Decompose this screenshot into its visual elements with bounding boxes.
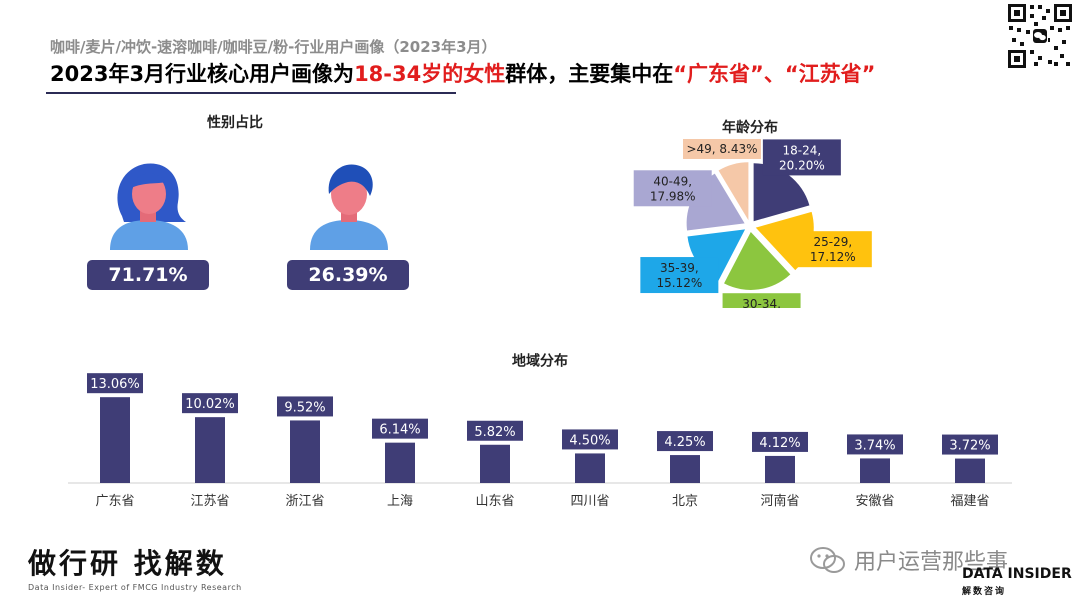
bar-北京	[670, 455, 700, 483]
bar-value-label: 10.02%	[185, 397, 235, 412]
bar-value-label: 6.14%	[379, 423, 420, 438]
bar-value-label: 3.72%	[949, 439, 990, 454]
bar-山东省	[480, 444, 510, 483]
female-avatar-icon	[110, 163, 188, 250]
bar-value-box	[182, 393, 238, 414]
age-pie-chart: 年龄分布18-24,20.20%25-29,17.12%30-34,19.16%…	[600, 118, 900, 330]
pie-slice-18-24	[753, 163, 810, 222]
male-avatar-icon	[310, 164, 388, 250]
bar-广东省	[100, 397, 130, 483]
pie-label-box	[640, 257, 719, 294]
pie-label-value: 17.98%	[650, 189, 696, 203]
footer-slogan-sub: Data Insider- Expert of FMCG Industry Re…	[28, 583, 242, 592]
brand-logo-text: DATA INSIDER	[962, 566, 1072, 582]
title-highlight-age: 18-34岁的女性	[354, 62, 506, 86]
region-bar-chart: 地域分布 13.06% 广东省 10.02% 江苏省 9.52% 浙江省 6.14% 上海 5.8…	[60, 352, 1020, 522]
pie-label-category: 18-24,	[783, 143, 822, 157]
bar-四川省	[575, 453, 605, 483]
pie-label-value: 15.12%	[656, 276, 702, 290]
pie-label-value: 20.20%	[779, 158, 825, 172]
pie-label-box	[793, 231, 872, 268]
x-tick-label: 江苏省	[190, 493, 229, 509]
pie-label-box	[683, 139, 761, 159]
pie-label-box	[762, 139, 841, 176]
pie-label-text: >49, 8.43%	[686, 142, 757, 156]
brand-logo-subtext: 解数咨询	[962, 587, 1007, 597]
x-tick-label: 河南省	[760, 493, 799, 509]
x-tick-label: 四川省	[570, 494, 609, 509]
bar-value-box	[467, 420, 523, 441]
pie-label-box	[633, 170, 712, 207]
x-tick-label: 福建省	[950, 494, 989, 509]
bar-江苏省	[195, 417, 225, 483]
bar-value-box	[562, 429, 618, 450]
pie-label-category: 30-34,	[742, 297, 781, 308]
footer-slogan: 做行研 找解数	[28, 547, 227, 580]
x-tick-label: 广东省	[95, 494, 134, 509]
x-tick-label: 浙江省	[285, 494, 324, 509]
qr-code-icon	[1006, 2, 1074, 70]
bar-value-label: 13.06%	[90, 377, 140, 392]
bar-value-label: 4.25%	[664, 435, 705, 450]
bar-value-box	[847, 434, 903, 455]
page-title: 2023年3月行业核心用户画像为18-34岁的女性群体，主要集中在“广东省”、“…	[50, 58, 875, 88]
title-part3: 群体，主要集中在	[505, 62, 674, 86]
male-percentage: 26.39%	[287, 260, 409, 290]
age-chart-title: 年龄分布	[722, 119, 778, 136]
pie-label-category: 40-49,	[653, 174, 692, 188]
title-underline	[46, 92, 456, 94]
pie-slice->49	[718, 162, 749, 221]
watermark: 用户运营那些事	[808, 544, 1008, 576]
bar-value-box	[87, 373, 143, 394]
bar-value-box	[277, 396, 333, 417]
x-tick-label: 山东省	[475, 494, 514, 509]
bar-value-box	[942, 434, 998, 455]
bar-上海	[385, 442, 415, 483]
region-chart-title: 地域分布	[512, 353, 568, 370]
bar-value-label: 4.12%	[759, 436, 800, 451]
bar-value-box	[372, 418, 428, 439]
pie-label-category: 25-29,	[813, 235, 852, 249]
bar-河南省	[765, 455, 795, 483]
gender-section-label: 性别占比	[207, 115, 263, 131]
bar-value-label: 5.82%	[474, 425, 515, 440]
bar-value-label: 4.50%	[569, 433, 610, 448]
pie-slice-30-34	[724, 231, 791, 290]
x-tick-label: 安徽省	[855, 494, 894, 509]
bar-value-label: 9.52%	[284, 400, 325, 415]
x-tick-label: 北京	[672, 494, 698, 509]
pie-label-category: 35-39,	[660, 261, 699, 275]
title-highlight-provinces: “广东省”、“江苏省”	[673, 62, 876, 86]
pie-label-value: 17.12%	[810, 250, 856, 264]
bar-value-label: 3.74%	[854, 438, 895, 453]
bar-福建省	[955, 458, 985, 483]
bar-安徽省	[860, 458, 890, 483]
female-percentage: 71.71%	[87, 260, 209, 290]
bar-浙江省	[290, 420, 320, 483]
x-tick-label: 上海	[387, 494, 413, 509]
wechat-icon	[810, 547, 845, 573]
bar-value-box	[657, 431, 713, 452]
watermark-text: 用户运营那些事	[854, 550, 1009, 575]
page-subtitle: 咖啡/麦片/冲饮-速溶咖啡/咖啡豆/粉-行业用户画像（2023年3月）	[50, 38, 497, 56]
title-part1: 2023年3月行业核心用户画像为	[50, 62, 355, 86]
bar-value-box	[752, 431, 808, 452]
